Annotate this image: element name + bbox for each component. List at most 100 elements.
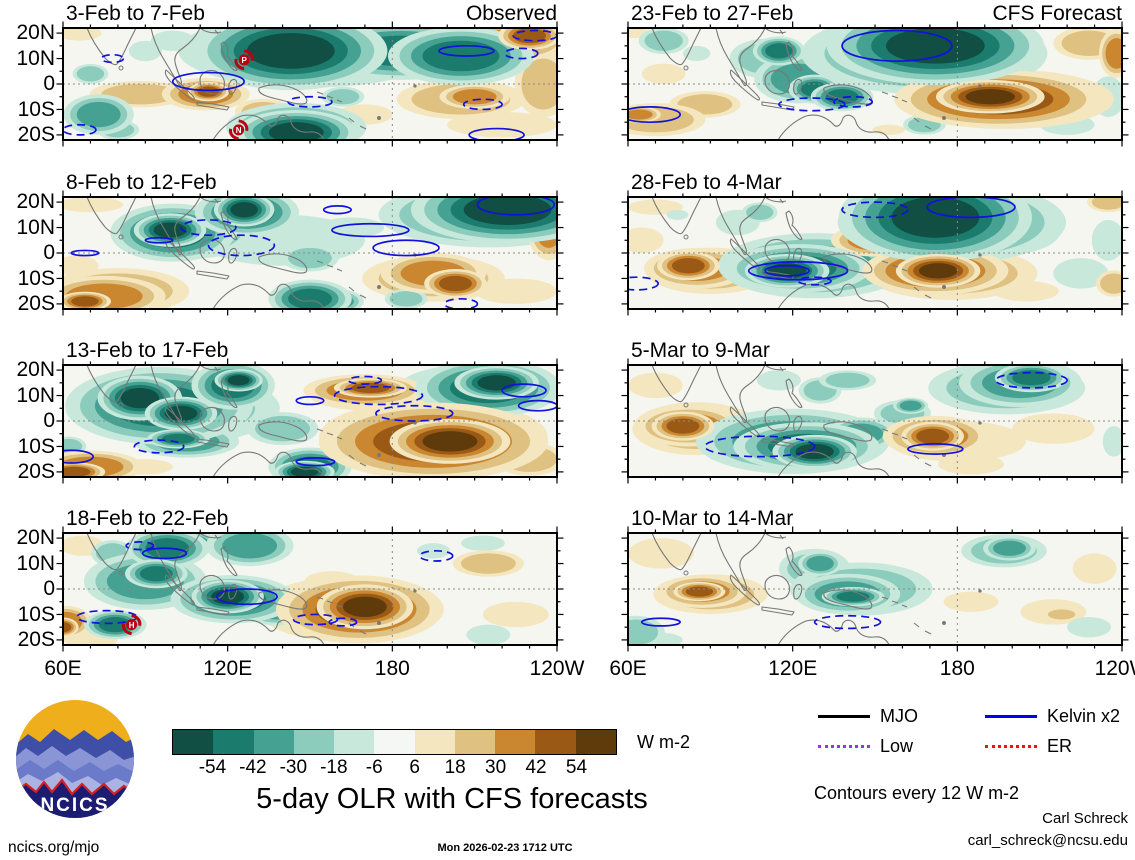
panel-title: 10-Mar to 14-Mar: [631, 507, 794, 530]
y-tick-label: 10N: [16, 383, 55, 407]
colorbar-tick-label: -6: [365, 757, 383, 778]
legend-swatch: [818, 744, 870, 748]
colorbar-tick-label: -42: [239, 757, 267, 778]
y-tick-label: 10N: [16, 46, 55, 70]
y-tick-label: 0: [43, 577, 55, 600]
author-email: carl_schreck@ncsu.edu: [967, 832, 1128, 849]
panel-title: 28-Feb to 4-Mar: [631, 171, 782, 194]
y-tick-label: 10N: [16, 551, 55, 575]
colorbar-units: W m-2: [637, 732, 690, 752]
colorbar-tick-label: 42: [525, 757, 547, 778]
legend-item-er: ER: [985, 736, 1072, 756]
x-tick-label: 180: [939, 657, 975, 680]
colorbar-tick-label: 6: [409, 757, 420, 778]
timestamp: Mon 2026-02-23 1712 UTC: [437, 842, 573, 854]
colorbar-segment: [414, 730, 455, 754]
legend-label: MJO: [880, 705, 918, 726]
map-panel-1: PN: [56, 21, 564, 147]
panel-title: 8-Feb to 12-Feb: [66, 171, 217, 194]
panel-corner-label: CFS Forecast: [992, 2, 1122, 25]
y-tick-label: 0: [43, 409, 55, 432]
y-tick-label: 20N: [16, 358, 55, 382]
x-tick-label: 120E: [768, 657, 818, 680]
figure-title: 5-day OLR with CFS forecasts: [256, 783, 648, 815]
svg-text:N: N: [236, 126, 242, 135]
y-tick-label: 0: [43, 72, 55, 95]
colorbar-segment: [293, 730, 335, 754]
y-tick-label: 10S: [17, 434, 55, 458]
y-tick-label: 10S: [17, 97, 55, 121]
x-tick-label: 120W: [1094, 657, 1135, 680]
coastlines: [86, 28, 417, 140]
panel-title: 3-Feb to 7-Feb: [66, 2, 205, 25]
panel-title: 5-Mar to 9-Mar: [631, 339, 770, 362]
y-tick-label: 20N: [16, 21, 55, 45]
map-panel-8: [621, 526, 1129, 652]
ncics-logo: NCICS: [16, 700, 134, 818]
x-tick-label: 60E: [609, 657, 647, 680]
x-tick-label: 120E: [203, 657, 253, 680]
legend-label: Kelvin x2: [1047, 705, 1121, 726]
coastlines: [651, 365, 982, 477]
map-panel-3: [56, 358, 564, 484]
colorbar-tick-label: 30: [485, 757, 507, 778]
storm-marker: H: [121, 614, 142, 636]
coastlines: [651, 533, 982, 645]
map-panel-2: [56, 190, 564, 316]
colorbar-segment: [253, 730, 294, 754]
colorbar-tick-label: -54: [198, 757, 227, 778]
map-panel-6: [621, 190, 1129, 316]
colorbar-segment: [213, 730, 254, 754]
y-tick-label: 20S: [17, 459, 55, 483]
x-tick-label: 180: [374, 657, 410, 680]
colorbar-segment: [454, 730, 496, 754]
logo-text: NCICS: [40, 795, 109, 816]
coastlines: [86, 197, 417, 309]
coastlines: [86, 533, 417, 645]
x-tick-label: 120W: [529, 657, 585, 680]
colorbar-tick-label: -18: [320, 757, 348, 778]
y-tick-label: 20S: [17, 627, 55, 651]
site-url: ncics.org/mjo: [8, 839, 100, 856]
colorbar-tick-label: -30: [279, 757, 308, 778]
map-panel-5: [621, 21, 1129, 147]
storm-marker: P: [234, 49, 254, 71]
colorbar-segment: [374, 730, 415, 754]
contour-note: Contours every 12 W m-2: [814, 783, 1020, 803]
colorbar-segment: [495, 730, 536, 754]
legend-label: Low: [880, 735, 914, 756]
map-panel-7: [621, 358, 1129, 484]
panel-title: 23-Feb to 27-Feb: [631, 2, 794, 25]
panel-title: 13-Feb to 17-Feb: [66, 339, 229, 362]
legend-swatch: [985, 714, 1037, 718]
colorbar-tick-label: 54: [565, 757, 588, 778]
colorbar-segment: [173, 730, 214, 754]
y-tick-label: 20N: [16, 526, 55, 550]
colorbar-segment: [334, 730, 375, 754]
coastlines: [86, 365, 417, 477]
map-grid: 3-Feb to 7-Feb Observed P N 8-Feb to 12-Feb 1…: [16, 2, 1135, 680]
y-tick-label: 20S: [17, 291, 55, 315]
colorbar: [172, 729, 617, 755]
legend-swatch: [818, 714, 870, 718]
panel-corner-label: Observed: [465, 2, 557, 25]
panel-title: 18-Feb to 22-Feb: [66, 507, 229, 530]
y-tick-label: 20S: [17, 122, 55, 146]
author-credit: Carl Schreck: [1042, 810, 1128, 827]
legend-swatch: [985, 744, 1037, 748]
legend-item-low: Low: [818, 735, 914, 756]
y-tick-label: 10S: [17, 602, 55, 626]
storm-marker: N: [228, 119, 249, 141]
colorbar-segment: [575, 730, 616, 754]
colorbar-tick-label: 18: [444, 757, 466, 778]
svg-text:P: P: [241, 56, 247, 65]
legend-item-kelvin-x2: Kelvin x2: [985, 705, 1121, 726]
colorbar-segment: [535, 730, 576, 754]
y-tick-label: 10S: [17, 266, 55, 290]
y-tick-label: 0: [43, 241, 55, 264]
map-panel-4: H: [56, 526, 564, 652]
x-tick-label: 60E: [44, 657, 82, 680]
svg-text:H: H: [129, 621, 135, 630]
y-tick-label: 10N: [16, 215, 55, 239]
